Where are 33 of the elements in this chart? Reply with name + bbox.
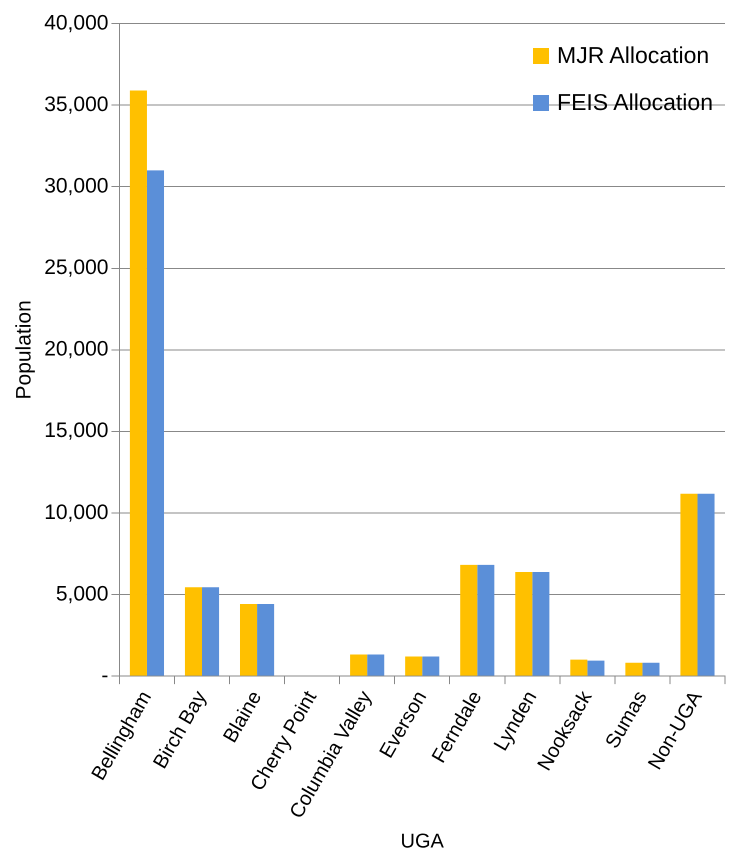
bar [350, 654, 368, 676]
bar [460, 564, 478, 676]
bar [130, 90, 147, 676]
y-tick-label: 35,000 [44, 92, 108, 116]
y-tick-label: 10,000 [44, 500, 108, 524]
bar [532, 572, 550, 676]
x-axis-title: UGA [400, 830, 445, 853]
bar [477, 564, 494, 676]
bar [570, 660, 588, 676]
bar [625, 662, 642, 676]
legend-label: MJR Allocation [557, 42, 710, 69]
bar [697, 494, 715, 676]
bar [202, 587, 220, 676]
y-tick-label: 20,000 [44, 338, 108, 361]
bar [367, 654, 384, 676]
bar [515, 572, 532, 676]
bar [422, 656, 440, 676]
bar [257, 604, 274, 676]
y-axis-title: Population [12, 300, 36, 400]
y-tick-label: 40,000 [44, 11, 108, 34]
bar [642, 662, 660, 676]
legend-label: FEIS Allocation [557, 89, 713, 116]
bar [184, 587, 202, 676]
bar [146, 170, 164, 676]
y-tick-label: - [101, 664, 108, 687]
y-tick-label: 25,000 [44, 256, 108, 280]
y-tick-label: 15,000 [44, 419, 108, 442]
y-tick-label: 5,000 [56, 582, 108, 606]
y-tick-label: 30,000 [44, 174, 108, 198]
bar [680, 494, 698, 676]
bar [240, 604, 258, 676]
bar [405, 656, 422, 676]
bar [587, 660, 604, 676]
